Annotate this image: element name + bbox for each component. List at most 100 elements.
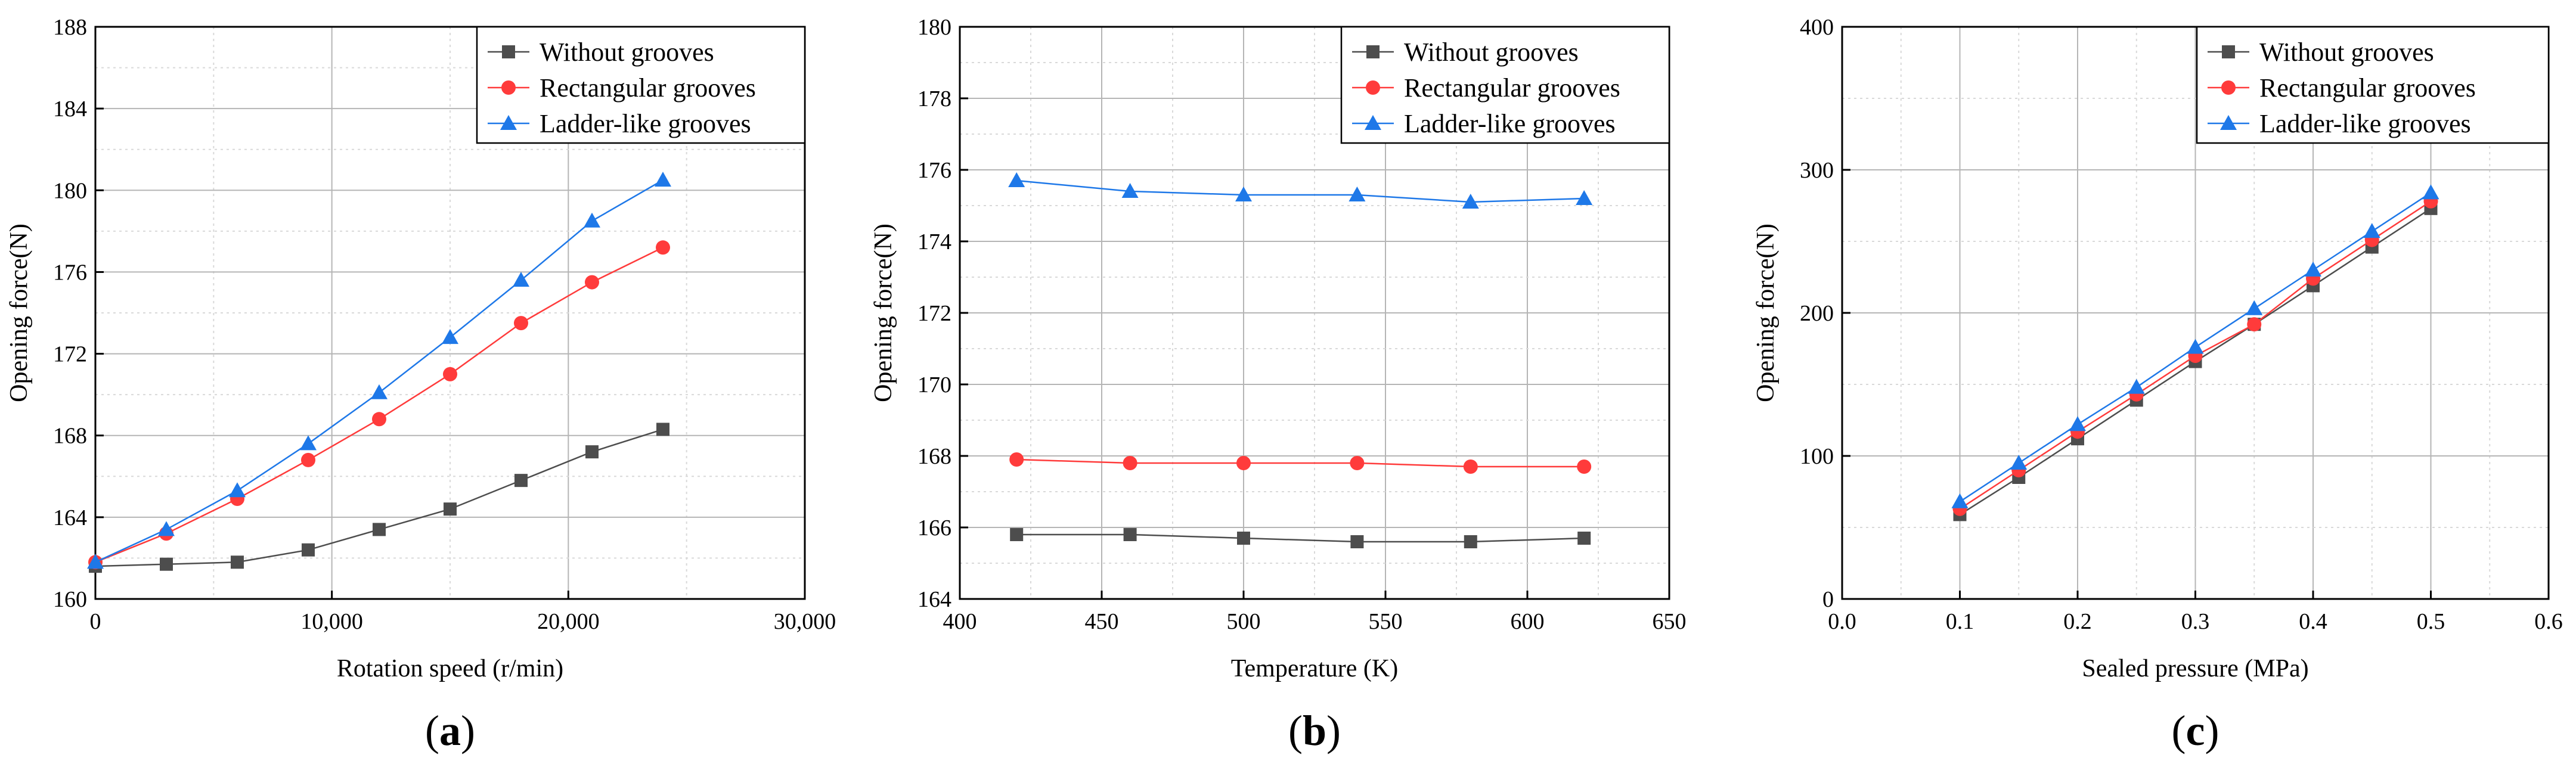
series-circle — [88, 240, 670, 570]
data-point — [444, 502, 457, 516]
legend-marker — [1366, 45, 1380, 58]
x-tick-label: 400 — [943, 609, 977, 634]
data-point — [656, 240, 670, 255]
panel-label-open: ( — [425, 707, 439, 755]
data-point — [513, 272, 529, 287]
data-point — [655, 172, 671, 187]
data-point — [371, 384, 388, 399]
x-axis-title: Rotation speed (r/min) — [337, 655, 563, 682]
panel-label: (a) — [425, 707, 475, 755]
data-point — [2010, 455, 2028, 470]
data-point — [229, 482, 246, 498]
data-point — [1349, 187, 1366, 201]
data-point — [2128, 378, 2145, 394]
data-point — [302, 543, 315, 557]
legend-box — [476, 26, 806, 144]
series-square — [89, 423, 669, 573]
data-point — [2247, 317, 2262, 332]
series-line — [95, 179, 664, 563]
chart-panel-a: 0 10,000 20,000 30,000 160 164 168 172 176 180 184… — [5, 15, 836, 755]
y-tick-label: 172 — [917, 301, 951, 326]
data-point — [1010, 528, 1024, 541]
x-tick-label: 30,000 — [774, 609, 836, 634]
x-tick-label: 0.2 — [2063, 609, 2092, 634]
data-point — [584, 212, 600, 228]
data-point — [514, 316, 528, 331]
legend: Without grooves Rectangular grooves Ladder… — [476, 26, 806, 144]
x-tick-label: 0.6 — [2534, 609, 2563, 634]
series-triangle — [1951, 184, 2439, 508]
data-point — [1350, 456, 1365, 470]
data-point — [2422, 184, 2439, 200]
series-line — [1016, 458, 1585, 468]
y-axis-title: Opening force(N) — [5, 223, 33, 402]
x-tick-label: 450 — [1085, 609, 1119, 634]
legend-box — [2196, 26, 2550, 144]
legend-marker — [500, 115, 517, 130]
y-tick-label: 0 — [1822, 587, 1834, 612]
legend-label: Ladder-like grooves — [540, 109, 751, 138]
x-tick-label: 20,000 — [537, 609, 600, 634]
y-tick-label: 176 — [53, 260, 87, 285]
legend-label: Without grooves — [1404, 38, 1579, 67]
y-tick-label: 160 — [53, 587, 87, 612]
legend-label: Rectangular grooves — [540, 73, 756, 103]
x-tick-label: 0.4 — [2299, 609, 2327, 634]
data-point — [1235, 187, 1252, 201]
series-triangle — [87, 172, 671, 569]
y-tick-label: 168 — [917, 444, 951, 469]
series-square — [1010, 528, 1591, 548]
panel-label-letter: a — [439, 707, 461, 755]
legend-label: Rectangular grooves — [2259, 73, 2476, 103]
x-axis-title: Sealed pressure (MPa) — [2082, 655, 2308, 682]
legend-label: Ladder-like grooves — [2259, 109, 2471, 138]
panel-label-close: ) — [1326, 707, 1341, 755]
data-point — [442, 329, 458, 344]
y-tick-label: 164 — [917, 587, 951, 612]
data-point — [2305, 262, 2321, 277]
legend-label: Ladder-like grooves — [1404, 109, 1616, 138]
chart-panel-b: 400 450 500 550 600 650 164 166 168 170 172 174 176 1… — [870, 15, 1687, 755]
series-circle — [1009, 452, 1592, 474]
data-point — [443, 367, 457, 381]
panel-label-letter: c — [2186, 707, 2205, 755]
series-line — [95, 429, 664, 567]
data-point — [1121, 183, 1139, 198]
legend-label: Without grooves — [540, 38, 714, 67]
series-line — [1016, 533, 1585, 543]
x-tick-label: 0.3 — [2181, 609, 2210, 634]
x-tick-label: 0.0 — [1828, 609, 1856, 634]
data-point — [1462, 194, 1479, 209]
x-tick-label: 10,000 — [300, 609, 363, 634]
x-tick-label: 500 — [1227, 609, 1261, 634]
panel-label-letter: b — [1303, 707, 1326, 755]
data-point — [514, 474, 528, 488]
x-tick-label: 0.1 — [1946, 609, 1974, 634]
y-tick-label: 178 — [917, 86, 951, 111]
data-point — [1009, 452, 1024, 467]
y-tick-label: 300 — [1800, 158, 1834, 183]
y-tick-label: 174 — [917, 229, 951, 254]
legend-label: Without grooves — [2259, 38, 2434, 67]
data-point — [373, 523, 386, 536]
y-tick-label: 100 — [1800, 444, 1834, 469]
legend-marker — [502, 45, 515, 58]
legend-marker — [2221, 80, 2236, 95]
data-point — [2187, 339, 2204, 354]
x-tick-label: 650 — [1653, 609, 1687, 634]
legend-marker — [1365, 115, 1381, 130]
data-point — [1464, 535, 1477, 548]
y-tick-label: 184 — [53, 97, 87, 122]
data-point — [1576, 190, 1593, 205]
y-tick-label: 168 — [53, 424, 87, 449]
y-tick-label: 170 — [917, 372, 951, 398]
x-tick-label: 0 — [90, 609, 101, 634]
data-point — [1951, 493, 1969, 508]
data-point — [585, 445, 599, 459]
data-point — [1463, 459, 1478, 474]
data-point — [1350, 535, 1364, 548]
legend-marker — [1366, 80, 1380, 95]
data-point — [2069, 416, 2086, 431]
data-point — [87, 554, 104, 569]
